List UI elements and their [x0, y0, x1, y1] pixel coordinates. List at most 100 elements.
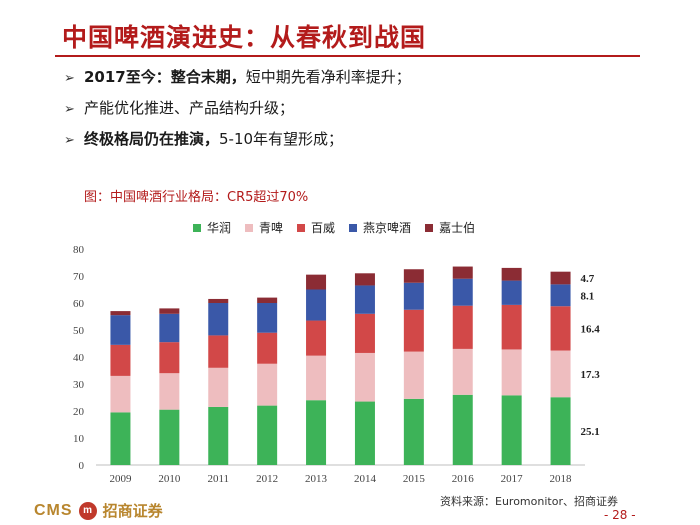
bar-segment	[354, 273, 375, 286]
bar-segment	[257, 363, 278, 406]
x-tick-label: 2009	[109, 473, 132, 485]
bar-segment	[257, 332, 278, 364]
page-title: 中国啤酒演进史：从春秋到战国	[62, 23, 427, 52]
x-tick-label: 2014	[354, 473, 377, 485]
bar-segment	[501, 280, 522, 305]
legend-label: 燕京啤酒	[363, 221, 412, 235]
title-divider	[55, 55, 640, 57]
data-label: 8.1	[581, 290, 595, 302]
x-tick-label: 2018	[550, 473, 573, 485]
bar-segment	[208, 406, 229, 465]
y-tick-label: 70	[73, 271, 85, 283]
bar-segment	[110, 344, 131, 376]
bar-segment	[403, 309, 424, 352]
bullet-text: 5-10年有望形成；	[219, 130, 344, 148]
bullet-text: 短中期先看净利率提升；	[245, 68, 411, 86]
bar-segment	[452, 394, 473, 465]
bullet-text: 产能优化推进、产品结构升级；	[84, 99, 295, 117]
x-tick-label: 2017	[501, 473, 524, 485]
bar-segment	[257, 297, 278, 303]
bar-segment	[257, 405, 278, 465]
bar-segment	[257, 303, 278, 333]
legend-item: 青啤	[245, 219, 283, 236]
bar-segment	[159, 409, 180, 465]
y-tick-label: 30	[73, 379, 85, 391]
legend-item: 燕京啤酒	[349, 219, 411, 236]
bar-segment	[550, 350, 571, 398]
x-tick-label: 2013	[305, 473, 328, 485]
arrow-bullet-icon: ➢	[64, 102, 75, 117]
bar-segment	[550, 306, 571, 351]
data-label: 16.4	[581, 323, 601, 335]
data-label: 17.3	[581, 369, 601, 381]
bar-segment	[208, 303, 229, 336]
bar-segment	[452, 305, 473, 349]
bar-segment	[452, 348, 473, 395]
logo-emblem-icon: m	[78, 501, 97, 520]
legend-swatch	[297, 223, 306, 232]
bar-segment	[159, 308, 180, 314]
bar-segment	[403, 351, 424, 399]
x-tick-label: 2016	[452, 473, 475, 485]
legend-item: 华润	[193, 219, 231, 236]
y-tick-label: 50	[73, 325, 85, 337]
y-tick-label: 60	[73, 298, 85, 310]
bar-segment	[306, 320, 327, 356]
legend-label: 百威	[311, 221, 336, 235]
legend-swatch	[425, 223, 434, 232]
bar-segment	[354, 401, 375, 465]
arrow-bullet-icon: ➢	[64, 133, 75, 148]
bar-segment	[208, 367, 229, 407]
bar-segment	[110, 412, 131, 465]
legend-label: 青啤	[259, 221, 284, 235]
bullet-item: ➢ 终极格局仍在推演， 5-10年有望形成；	[64, 128, 664, 159]
x-tick-label: 2015	[403, 473, 426, 485]
y-tick-label: 0	[79, 460, 85, 472]
x-tick-label: 2011	[207, 473, 229, 485]
bar-segment	[501, 349, 522, 396]
bar-segment	[110, 315, 131, 345]
y-tick-label: 10	[73, 433, 85, 445]
bar-segment	[550, 271, 571, 285]
bar-segment	[501, 267, 522, 281]
bar-segment	[159, 373, 180, 410]
data-label: 4.7	[581, 273, 595, 285]
bar-segment	[550, 284, 571, 307]
bullet-item: ➢ 产能优化推进、产品结构升级；	[64, 97, 664, 128]
chart-legend: 华润 青啤 百威 燕京啤酒 嘉士伯	[193, 219, 475, 236]
page-number: - 28 -	[604, 508, 636, 522]
arrow-bullet-icon: ➢	[64, 71, 75, 86]
bar-segment	[550, 397, 571, 465]
bullet-list: ➢ 2017至今：整合末期， 短中期先看净利率提升； ➢ 产能优化推进、产品结构…	[64, 66, 664, 159]
legend-item: 嘉士伯	[425, 219, 475, 236]
bar-segment	[354, 313, 375, 353]
legend-swatch	[245, 223, 254, 232]
bar-segment	[159, 313, 180, 343]
legend-swatch	[349, 223, 358, 232]
bar-segment	[110, 375, 131, 413]
bar-segment	[403, 269, 424, 283]
bar-segment	[452, 266, 473, 279]
source-note: 资料来源：Euromonitor、招商证券	[440, 495, 618, 508]
bullet-bold-text: 2017至今：整合末期，	[84, 68, 246, 86]
bar-segment	[159, 342, 180, 374]
bar-segment	[306, 274, 327, 290]
x-tick-label: 2012	[256, 473, 278, 485]
y-tick-label: 80	[73, 244, 85, 256]
bullet-bold-text: 终极格局仍在推演，	[84, 130, 220, 148]
bar-segment	[501, 304, 522, 350]
bar-segment	[354, 285, 375, 314]
bar-segment	[403, 398, 424, 465]
logo-company-name: 招商证券	[102, 503, 163, 520]
bar-segment	[452, 278, 473, 306]
bullet-item: ➢ 2017至今：整合末期， 短中期先看净利率提升；	[64, 66, 664, 97]
y-tick-label: 20	[73, 406, 85, 418]
cms-logo: CMS m 招商证券	[34, 500, 163, 521]
bar-segment	[110, 311, 131, 316]
bar-segment	[306, 289, 327, 321]
legend-label: 华润	[207, 221, 232, 235]
chart-caption: 图：中国啤酒行业格局：CR5超过70%	[84, 190, 309, 205]
bar-segment	[306, 355, 327, 401]
x-tick-label: 2010	[158, 473, 181, 485]
